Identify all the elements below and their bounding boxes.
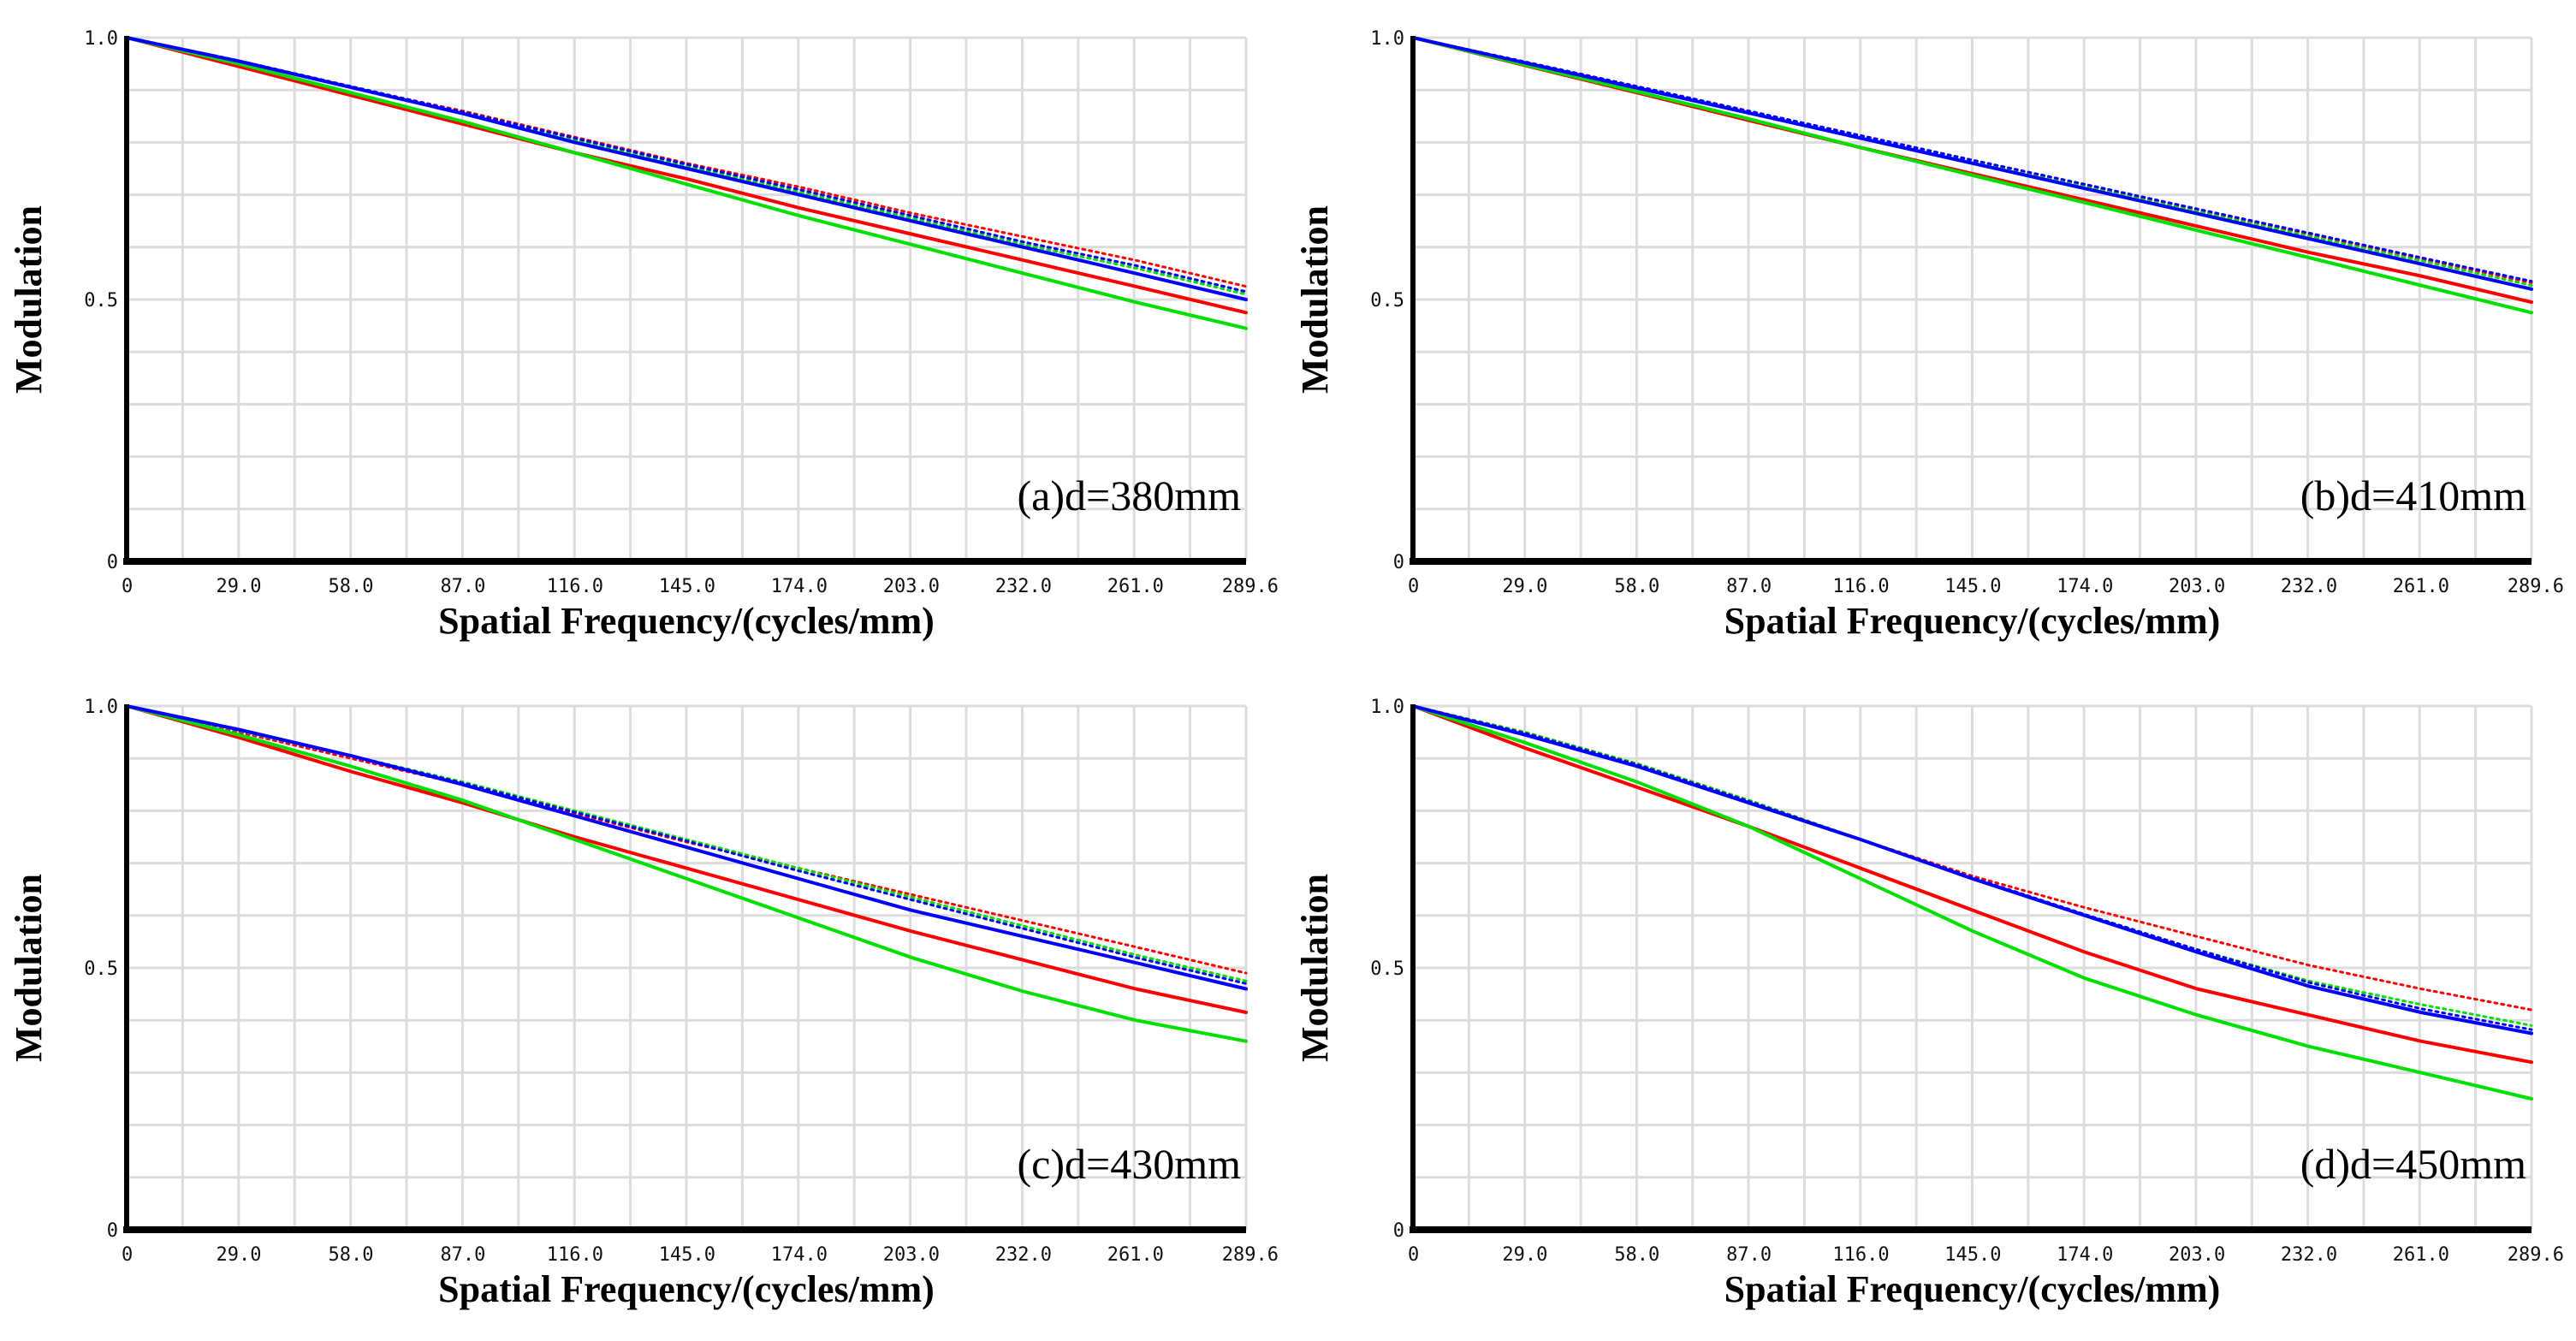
x-tick-label: 261.0 [2393, 576, 2449, 597]
y-tick-label: 0 [1393, 1220, 1404, 1242]
series-group [1411, 36, 2533, 315]
x-axis-label: Spatial Frequency/(cycles/mm) [438, 600, 935, 642]
y-tick-label: 0.5 [84, 958, 118, 980]
x-tick-label: 203.0 [883, 576, 940, 597]
panel-title: (b)d=410mm [2300, 472, 2526, 519]
mtf-panel-3: 0 0.5 1.0 0 29.0 58.0 87.0 116.0 145.0 174.0 203.0… [8, 697, 1279, 1310]
x-tick-label: 0 [1408, 576, 1419, 597]
x-tick-label: 0 [122, 576, 133, 597]
y-tick-label: 0.5 [1370, 958, 1404, 980]
y-tick-label: 0.5 [84, 290, 118, 312]
panel-title: (a)d=380mm [1018, 472, 1242, 519]
x-tick-label: 145.0 [1944, 1244, 2001, 1266]
series-group [125, 704, 1248, 1043]
series-line-red-solid [125, 36, 1248, 315]
x-tick-label: 58.0 [328, 576, 373, 597]
x-tick-label: 232.0 [995, 1244, 1052, 1266]
x-tick-label: 174.0 [2057, 1244, 2113, 1266]
series-line-blue-solid [1411, 36, 2533, 291]
mtf-panel-2: 0 0.5 1.0 0 29.0 58.0 87.0 116.0 145.0 174.0 203.0… [1294, 28, 2564, 642]
y-axis-label: Modulation [8, 205, 50, 394]
series-line-blue-dotted [125, 36, 1248, 294]
x-tick-label: 87.0 [1726, 576, 1772, 597]
x-tick-label: 29.0 [1502, 576, 1547, 597]
x-tick-label: 232.0 [995, 576, 1052, 597]
y-tick-label: 1.0 [84, 697, 118, 718]
x-tick-label: 261.0 [2393, 1244, 2449, 1266]
mtf-panel-1: 0 0.5 1.0 0 29.0 58.0 87.0 116.0 145.0 174.0 203.0… [8, 28, 1279, 642]
x-tick-label: 145.0 [659, 1244, 715, 1266]
y-axis-label: Modulation [8, 874, 50, 1062]
x-tick-label: 289.6 [2508, 576, 2564, 597]
series-line-red-solid [1411, 704, 2533, 1065]
y-tick-label: 1.0 [1370, 697, 1404, 718]
x-tick-label: 29.0 [216, 1244, 261, 1266]
series-line-blue-dotted [125, 704, 1248, 985]
x-tick-label: 174.0 [771, 576, 828, 597]
x-tick-label: 261.0 [1107, 1244, 1164, 1266]
x-tick-label: 203.0 [883, 1244, 940, 1266]
panel-title: (c)d=430mm [1018, 1140, 1242, 1188]
x-tick-label: 289.6 [2508, 1244, 2564, 1266]
x-tick-label: 87.0 [1726, 1244, 1772, 1266]
x-tick-label: 29.0 [1502, 1244, 1547, 1266]
y-tick-label: 1.0 [84, 28, 118, 50]
x-tick-label: 289.6 [1222, 576, 1279, 597]
x-tick-label: 116.0 [1832, 1244, 1889, 1266]
series-group [125, 36, 1248, 330]
series-line-green-solid [1411, 704, 2533, 1101]
series-line-green-solid [1411, 36, 2533, 315]
x-tick-label: 289.6 [1222, 1244, 1279, 1266]
x-tick-label: 58.0 [1614, 576, 1659, 597]
x-tick-label: 58.0 [1614, 1244, 1659, 1266]
x-tick-label: 87.0 [440, 576, 485, 597]
y-tick-label: 0.5 [1370, 290, 1404, 312]
x-tick-label: 58.0 [328, 1244, 373, 1266]
series-line-red-solid [125, 704, 1248, 1014]
panel-title: (d)d=450mm [2300, 1140, 2526, 1188]
x-tick-label: 174.0 [2057, 576, 2113, 597]
x-tick-label: 116.0 [547, 576, 603, 597]
x-tick-label: 174.0 [771, 1244, 828, 1266]
y-tick-label: 0 [107, 552, 118, 573]
series-line-blue-solid [1411, 704, 2533, 1035]
x-axis-label: Spatial Frequency/(cycles/mm) [1724, 1268, 2221, 1310]
series-group [1411, 704, 2533, 1101]
series-line-green-solid [125, 704, 1248, 1043]
y-tick-label: 0 [1393, 552, 1404, 573]
series-line-blue-dotted [1411, 704, 2533, 1031]
x-tick-label: 116.0 [547, 1244, 603, 1266]
x-tick-label: 261.0 [1107, 576, 1164, 597]
y-axis-label: Modulation [1294, 205, 1336, 394]
x-tick-label: 87.0 [440, 1244, 485, 1266]
x-tick-label: 0 [122, 1244, 133, 1266]
mtf-panel-4: 0 0.5 1.0 0 29.0 58.0 87.0 116.0 145.0 174.0 203.0… [1294, 697, 2564, 1310]
y-tick-label: 1.0 [1370, 28, 1404, 50]
series-line-blue-dotted [1411, 36, 2533, 283]
x-tick-label: 232.0 [2281, 1244, 2337, 1266]
series-line-green-solid [125, 36, 1248, 330]
x-tick-label: 203.0 [2169, 576, 2225, 597]
x-tick-label: 116.0 [1832, 576, 1889, 597]
x-tick-label: 145.0 [1944, 576, 2001, 597]
x-axis-label: Spatial Frequency/(cycles/mm) [1724, 600, 2221, 642]
x-axis-label: Spatial Frequency/(cycles/mm) [438, 1268, 935, 1310]
x-tick-label: 0 [1408, 1244, 1419, 1266]
x-tick-label: 203.0 [2169, 1244, 2225, 1266]
y-tick-label: 0 [107, 1220, 118, 1242]
y-axis-label: Modulation [1294, 874, 1336, 1062]
x-tick-label: 29.0 [216, 576, 261, 597]
x-tick-label: 145.0 [659, 576, 715, 597]
x-tick-label: 232.0 [2281, 576, 2337, 597]
